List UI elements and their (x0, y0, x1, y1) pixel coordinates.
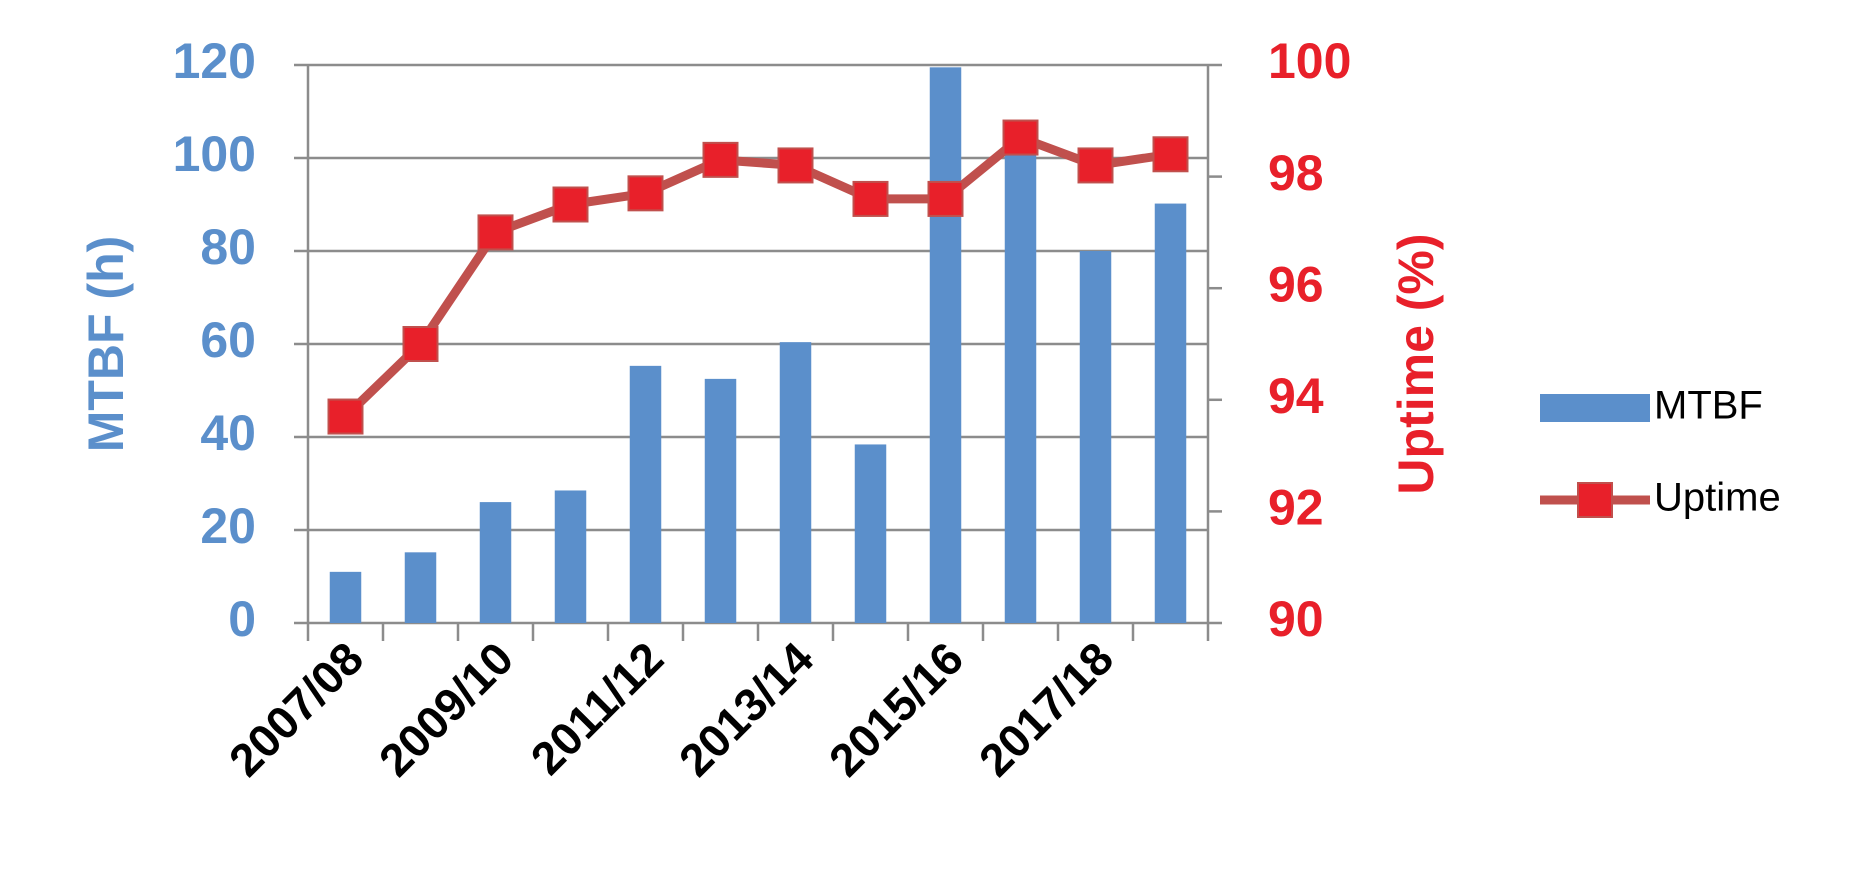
marker (627, 175, 664, 212)
legend-marker (1577, 482, 1613, 518)
legend-label: MTBF (1654, 384, 1763, 428)
x-tick-label: 2011/12 (521, 632, 674, 785)
y-tick-label: 100 (173, 126, 256, 182)
y-tick-label: 80 (200, 219, 256, 275)
marker (852, 180, 889, 217)
marker (702, 141, 739, 178)
bar (554, 490, 587, 623)
bar (404, 552, 437, 623)
x-tick-label: 2015/16 (819, 632, 973, 786)
bar (329, 571, 362, 623)
bar (779, 342, 812, 623)
bar (929, 67, 962, 623)
x-tick-label: 2007/08 (219, 632, 373, 786)
legend-swatch (1540, 394, 1650, 422)
x-tick-label: 2009/10 (369, 632, 523, 786)
y-axis-title: MTBF (h) (78, 236, 134, 453)
bar (1004, 144, 1037, 624)
y-tick-label: 60 (200, 312, 256, 368)
y2-tick-label: 96 (1268, 256, 1324, 312)
y2-tick-label: 94 (1268, 368, 1324, 424)
marker (477, 214, 514, 251)
marker (402, 326, 439, 362)
y-tick-label: 40 (200, 405, 256, 461)
y2-tick-label: 100 (1268, 33, 1351, 89)
y2-axis-title: Uptime (%) (1388, 233, 1444, 494)
y-tick-label: 0 (228, 591, 256, 647)
x-tick-label: 2017/18 (969, 632, 1123, 786)
bar (704, 378, 737, 623)
y2-tick-label: 92 (1268, 480, 1324, 536)
marker (777, 147, 814, 184)
line (342, 133, 1172, 420)
bar (1079, 251, 1112, 623)
marker (327, 398, 364, 435)
marker (1002, 119, 1039, 156)
y-tick-label: 120 (173, 33, 256, 89)
legend-label: Uptime (1654, 476, 1781, 520)
marker (552, 186, 589, 223)
y2-tick-label: 90 (1268, 591, 1324, 647)
bar (1154, 203, 1187, 623)
bar (629, 365, 662, 623)
x-tick-label: 2013/14 (669, 632, 824, 787)
bar (854, 444, 887, 623)
bar (479, 502, 512, 623)
marker (1152, 136, 1189, 173)
marker (927, 180, 964, 217)
y-tick-label: 20 (200, 498, 256, 554)
y2-tick-label: 98 (1268, 145, 1324, 201)
marker (1077, 147, 1114, 184)
